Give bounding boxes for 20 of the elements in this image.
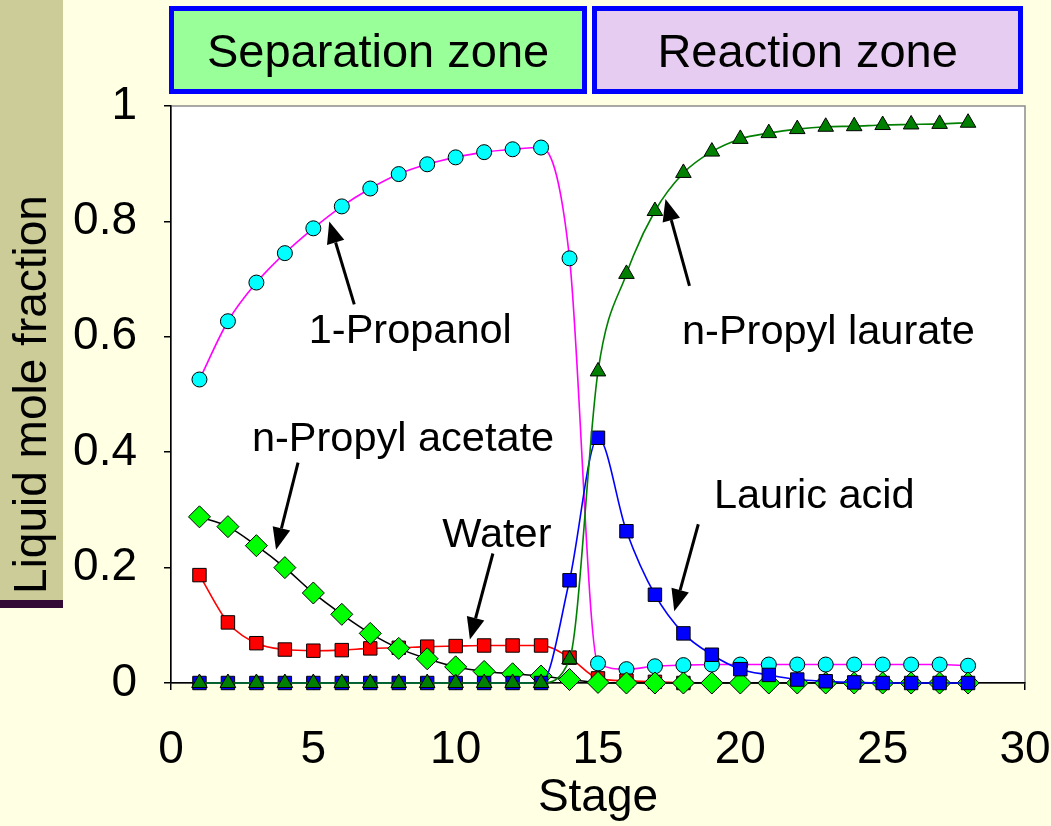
x-tick-label: 20 (714, 721, 766, 774)
x-tick-label: 25 (857, 721, 909, 774)
annotation: 1-Propanol (308, 304, 512, 352)
annotation: n-Propyl acetate (251, 413, 555, 461)
x-tick-label: 0 (158, 721, 184, 774)
x-tick-label: 30 (999, 721, 1051, 774)
y-tick-label: 0.8 (73, 192, 137, 245)
y-tick-label: 0.2 (73, 538, 137, 591)
annotation: Lauric acid (713, 469, 915, 517)
annotation: Water (442, 508, 552, 556)
y-tick-label: 0.4 (73, 422, 137, 475)
y-tick-label: 1 (111, 76, 137, 129)
text: Reaction zone (592, 6, 1024, 94)
x-tick-label: 5 (300, 721, 327, 774)
y-tick-label: 0.6 (73, 307, 137, 360)
x-tick-label: 10 (430, 721, 482, 774)
annotation: n-Propyl laurate (681, 306, 975, 354)
text: Separation zone (169, 6, 587, 94)
y-tick-label: 0 (111, 653, 137, 706)
y-axis-title: Liquid mole fraction (4, 195, 57, 594)
